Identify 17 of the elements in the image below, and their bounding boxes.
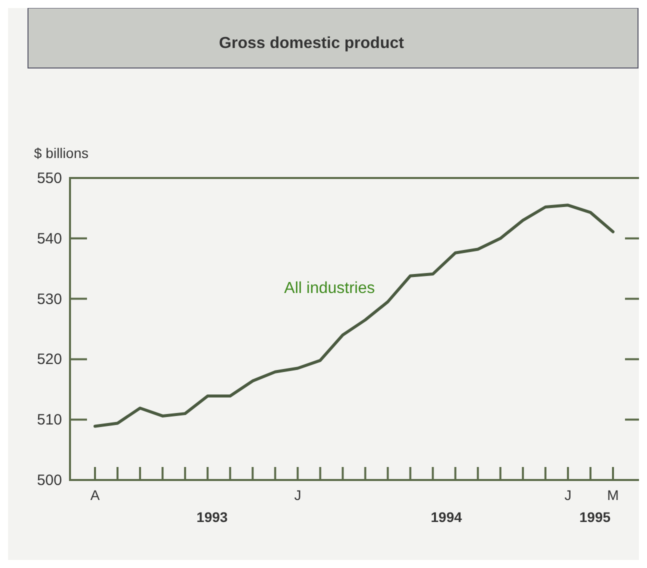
text: 1995 — [579, 509, 611, 525]
x-tick-label: J — [564, 487, 572, 503]
line-series — [94, 204, 614, 428]
series-label: All industries — [284, 280, 375, 297]
text: 1993 — [196, 509, 228, 525]
x-tick-label: M — [607, 487, 619, 503]
text: 1994 — [430, 509, 462, 525]
x-tick-label: A — [90, 487, 100, 503]
y-axis-title: $ billions — [34, 145, 88, 161]
y-tick-label: 500 — [36, 472, 62, 489]
x-tick-label: J — [294, 487, 302, 503]
y-tick-label: 530 — [36, 290, 62, 308]
y-tick-label: 510 — [36, 412, 62, 429]
y-tick-label: 520 — [36, 351, 62, 368]
y-tick-label: 540 — [36, 230, 62, 248]
chart-title: Gross domestic product — [219, 35, 405, 52]
y-tick-label: 550 — [36, 170, 62, 187]
